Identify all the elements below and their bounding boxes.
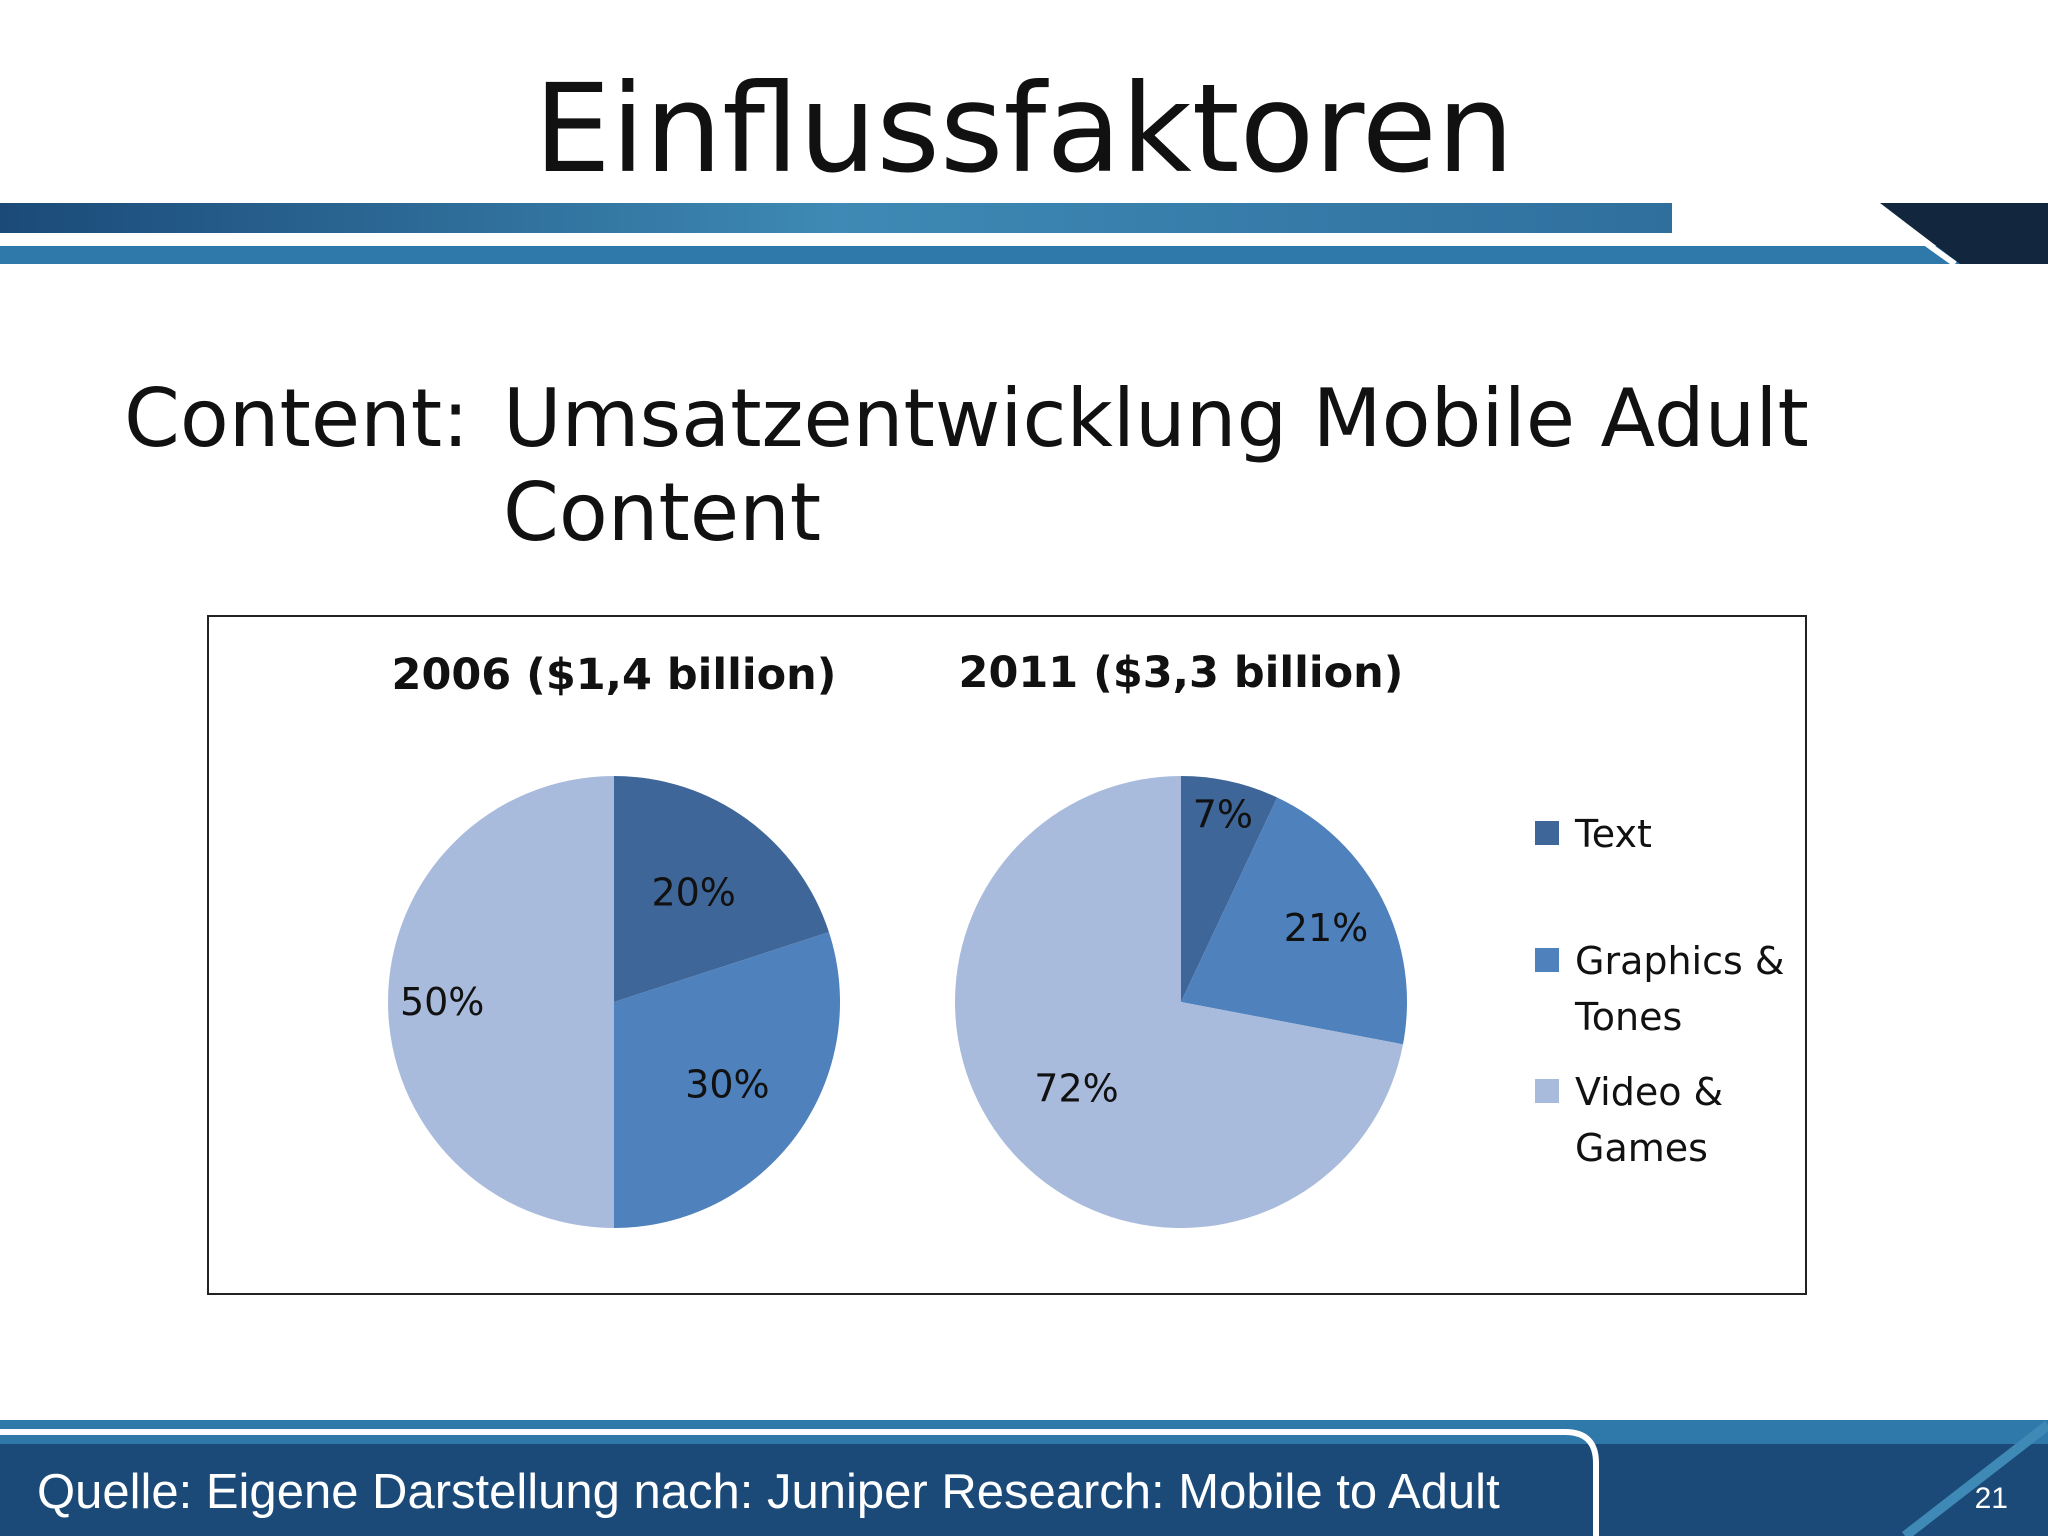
legend-label-2-0: Video & (1575, 1070, 1723, 1114)
pie-slice-1-2 (955, 776, 1403, 1228)
pie-slice-0-2 (388, 776, 614, 1228)
legend-swatch-0 (1535, 821, 1559, 845)
pie-label-0-1: 30% (685, 1062, 769, 1106)
pie-slice-1-0 (1181, 776, 1278, 1002)
legend-swatch-1 (1535, 948, 1559, 972)
page-number: 21 (1974, 1482, 2008, 1515)
pie-label-1-1: 21% (1284, 906, 1368, 950)
legend-label-0-0: Text (1574, 812, 1652, 856)
legend-label-1-1: Tones (1574, 995, 1682, 1039)
pie-label-1-2: 72% (1034, 1066, 1118, 1110)
slide-subtitle: Content: Umsatzentwicklung Mobile Adult C… (124, 372, 1903, 560)
legend-label-2-1: Games (1575, 1126, 1708, 1170)
pie-charts-svg: 2006 ($1,4 billion) 20% 30% 50% 2011 ($3,3 b… (388, 648, 1785, 1228)
pie-slice-1-1 (1181, 797, 1408, 1045)
pie-slice-0-1 (614, 932, 841, 1228)
header-band (0, 200, 2048, 267)
pie-slice-0-0 (614, 776, 829, 1002)
footer-band (0, 1420, 2048, 1536)
pie-label-1-0: 7% (1193, 793, 1253, 837)
pie-label-0-0: 20% (651, 870, 735, 914)
legend-label-1-0: Graphics & (1575, 939, 1785, 983)
legend-swatch-2 (1535, 1079, 1559, 1103)
subtitle-label: Content: (124, 372, 470, 465)
pie-title-0: 2006 ($1,4 billion) (392, 650, 837, 700)
source-footer: Quelle: Eigene Darstellung nach: Juniper… (37, 1465, 1500, 1519)
pie-title-1: 2011 ($3,3 billion) (959, 648, 1404, 698)
pie-label-0-2: 50% (400, 980, 484, 1024)
pie-charts-figure: 2006 ($1,4 billion) 20% 30% 50% 2011 ($3,3 b… (207, 615, 1807, 1295)
subtitle-text: Umsatzentwicklung Mobile Adult Content (503, 372, 1809, 559)
slide-title: Einflussfaktoren (533, 58, 1515, 200)
